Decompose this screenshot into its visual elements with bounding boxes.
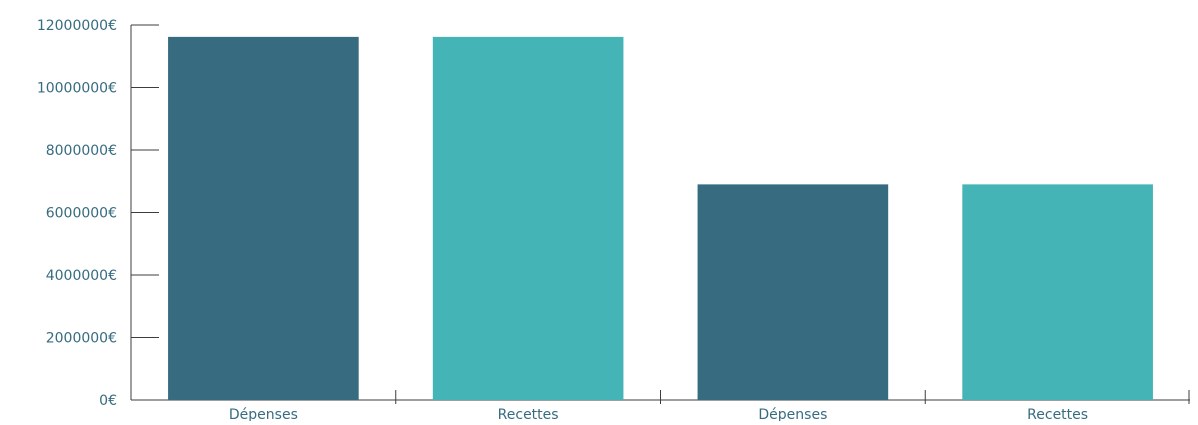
x-tick-label: Recettes	[1027, 407, 1088, 421]
bars	[168, 36, 1153, 400]
y-tick-label: 0€	[99, 393, 117, 409]
y-tick-label: 12000000€	[37, 18, 117, 34]
bar	[962, 184, 1153, 400]
y-tick-label: 2000000€	[46, 331, 117, 347]
x-tick-label: Dépenses	[229, 407, 298, 421]
y-tick-label: 6000000€	[46, 206, 117, 222]
y-axis: 0€ 2000000€ 4000000€ 6000000€ 8000000€ 100000…	[37, 18, 159, 409]
y-tick-label: 10000000€	[37, 81, 117, 97]
x-tick-label: Dépenses	[758, 407, 827, 421]
bar	[697, 184, 889, 400]
y-tick-label: 4000000€	[46, 268, 117, 284]
bar	[168, 36, 359, 400]
x-tick-label: Recettes	[498, 407, 559, 421]
y-tick-label: 8000000€	[46, 143, 117, 159]
bar	[432, 36, 624, 400]
